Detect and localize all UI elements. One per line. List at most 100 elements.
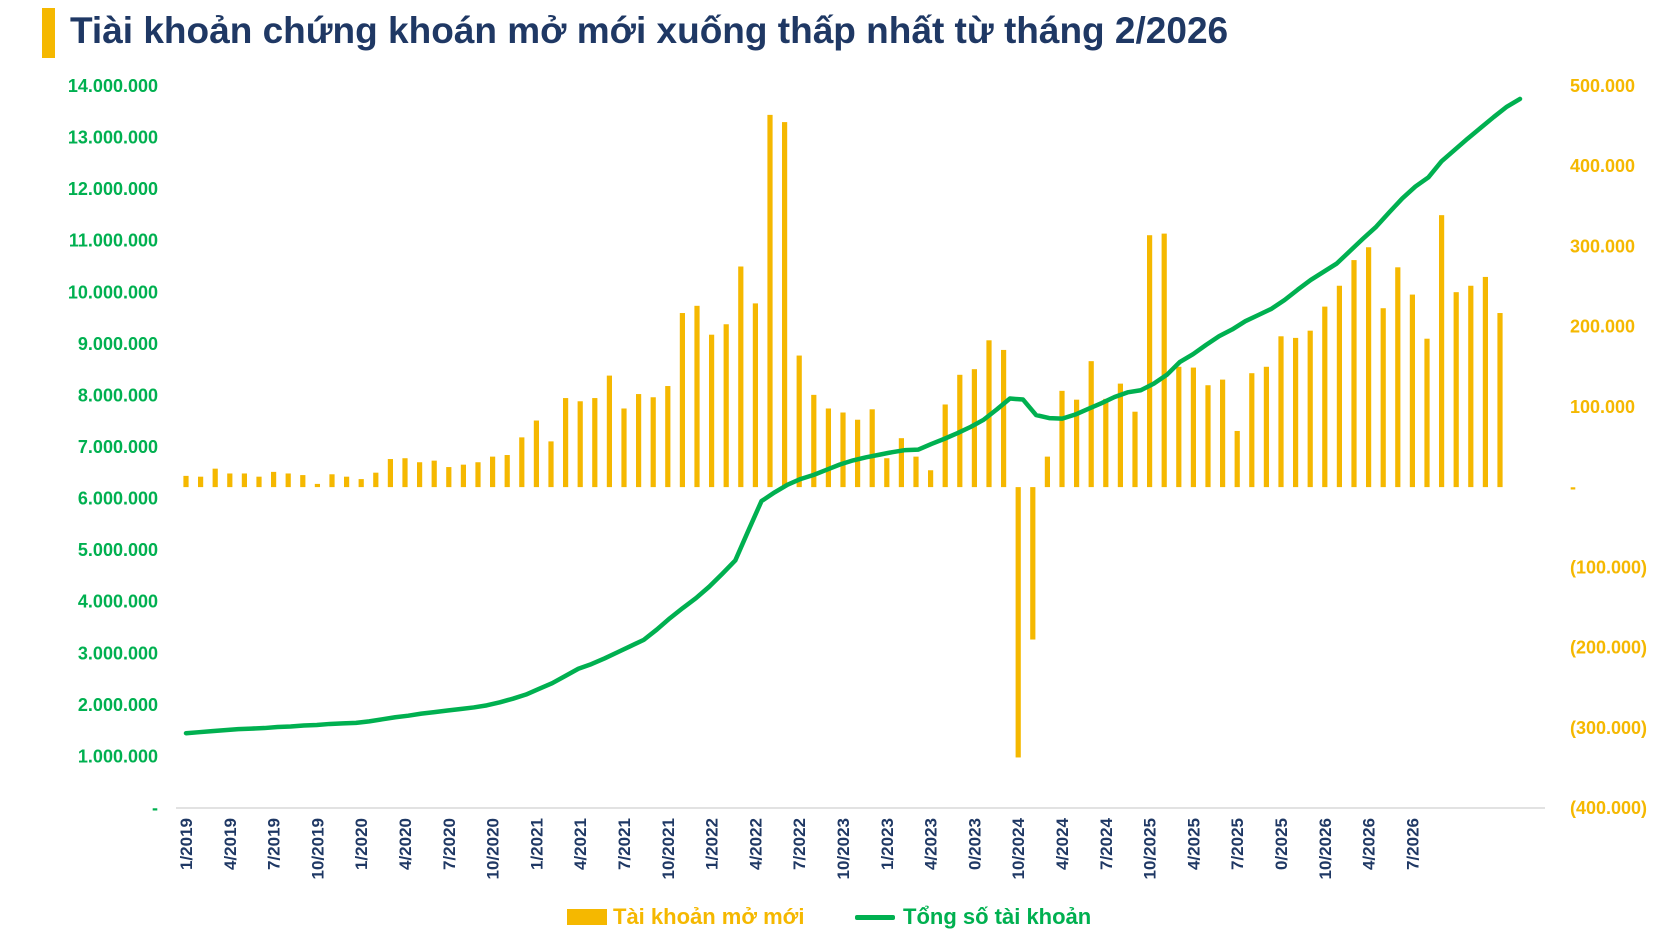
- bar: [402, 458, 408, 488]
- bar: [1409, 294, 1415, 488]
- bar: [1161, 233, 1167, 488]
- bar: [460, 464, 466, 488]
- bar: [577, 401, 583, 488]
- left-tick-label: 12.000.000: [68, 179, 158, 199]
- bar: [942, 404, 948, 488]
- x-tick-label: 10/2019: [308, 818, 327, 879]
- x-tick-label: 1/2022: [703, 818, 722, 870]
- bar: [811, 394, 817, 488]
- left-tick-label: 2.000.000: [78, 695, 158, 715]
- left-tick-label: 14.000.000: [68, 76, 158, 96]
- bar: [1351, 260, 1357, 488]
- bar: [767, 114, 773, 488]
- bar: [782, 122, 788, 488]
- bar: [971, 369, 977, 488]
- bar: [1234, 430, 1240, 488]
- legend-item-new-accounts: Tài khoản mở mới: [567, 904, 804, 930]
- bar: [1293, 337, 1299, 488]
- bar: [1074, 399, 1080, 488]
- right-tick-label: (400.000): [1570, 798, 1647, 818]
- bar: [1307, 330, 1313, 488]
- x-tick-label: 4/2025: [1184, 818, 1203, 870]
- bar: [796, 355, 802, 488]
- bar: [694, 305, 700, 488]
- bar: [271, 471, 277, 488]
- bar: [329, 474, 335, 488]
- bar: [358, 479, 364, 488]
- bar: [241, 473, 247, 488]
- bar: [1117, 383, 1123, 488]
- bar: [1439, 215, 1445, 488]
- legend-label-total-accounts: Tổng số tài khoản: [903, 904, 1092, 929]
- left-tick-label: 1.000.000: [78, 746, 158, 766]
- bar: [373, 472, 379, 488]
- chart-title: Tiài khoản chứng khoán mở mới xuống thấp…: [70, 10, 1229, 51]
- bar: [1322, 306, 1328, 488]
- bar: [1147, 235, 1153, 488]
- left-tick-label: 9.000.000: [78, 334, 158, 354]
- x-axis-ticks: 1/2019 4/2019 7/2019 10/2019 1/2020 4/2020 7/2…: [177, 817, 1422, 879]
- bar: [1015, 487, 1021, 758]
- bar: [475, 462, 481, 488]
- right-tick-label: 300.000: [1570, 236, 1635, 256]
- x-tick-label: 10/2026: [1316, 818, 1335, 879]
- bar: [738, 266, 744, 488]
- bar: [300, 475, 306, 488]
- legend-item-total-accounts: Tổng số tài khoản: [855, 904, 1091, 930]
- right-tick-label: 500.000: [1570, 76, 1635, 96]
- bar: [1453, 292, 1459, 488]
- bar: [913, 456, 919, 488]
- x-tick-label: 4/2019: [221, 818, 240, 870]
- left-tick-label: 3.000.000: [78, 643, 158, 663]
- bar: [183, 475, 189, 488]
- bar: [1044, 456, 1050, 488]
- bar: [1176, 366, 1182, 488]
- bar: [1380, 308, 1386, 488]
- x-tick-label: 7/2022: [790, 818, 809, 870]
- bar: [314, 483, 320, 488]
- x-tick-label: 1/2019: [177, 818, 196, 870]
- bar: [1103, 398, 1109, 488]
- bar: [606, 375, 612, 488]
- right-tick-label: 200.000: [1570, 317, 1635, 337]
- bar: [212, 468, 218, 488]
- bar: [563, 398, 569, 488]
- x-tick-label: 4/2024: [1053, 817, 1072, 870]
- legend-label-new-accounts: Tài khoản mở mới: [613, 904, 805, 929]
- x-tick-label: 7/2019: [265, 818, 284, 870]
- bar: [1482, 276, 1488, 488]
- x-tick-label: 0/2025: [1272, 818, 1291, 870]
- bar: [928, 470, 934, 488]
- bar: [709, 334, 715, 488]
- legend-bar-swatch: [567, 909, 607, 925]
- left-tick-label: 6.000.000: [78, 489, 158, 509]
- bar: [1190, 367, 1196, 488]
- bar: [417, 462, 423, 488]
- bar: [1030, 487, 1036, 640]
- bar: [198, 476, 204, 488]
- x-tick-label: 10/2020: [484, 818, 503, 879]
- bar: [344, 476, 350, 488]
- x-tick-label: 7/2026: [1403, 818, 1422, 870]
- left-tick-label: 11.000.000: [69, 231, 158, 251]
- x-tick-label: 1/2020: [352, 818, 371, 870]
- x-tick-label: 7/2020: [440, 818, 459, 870]
- x-tick-label: 4/2022: [746, 818, 765, 870]
- bar: [504, 455, 510, 488]
- bar: [869, 409, 875, 488]
- bar: [548, 441, 554, 488]
- left-tick-label: 7.000.000: [78, 437, 158, 457]
- right-tick-label: 100.000: [1570, 397, 1635, 417]
- bar: [387, 459, 393, 488]
- left-tick-label: 8.000.000: [78, 385, 158, 405]
- bar: [446, 467, 452, 488]
- x-tick-label: 1/2023: [878, 818, 897, 870]
- bar: [1263, 366, 1269, 488]
- left-tick-label: -: [152, 798, 158, 818]
- bar: [1424, 338, 1430, 488]
- x-tick-label: 7/2021: [615, 818, 634, 870]
- bar: [884, 458, 890, 488]
- left-tick-label: 4.000.000: [78, 592, 158, 612]
- bar: [592, 398, 598, 488]
- bar: [1220, 379, 1226, 488]
